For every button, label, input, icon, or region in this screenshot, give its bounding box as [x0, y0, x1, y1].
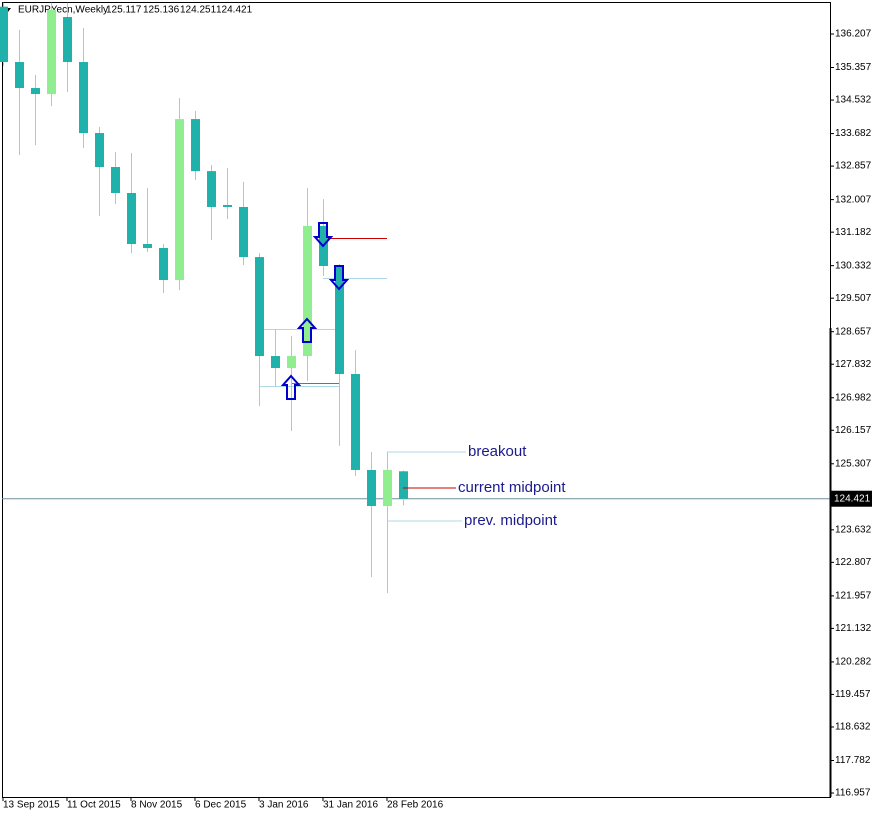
header-open: 125.117 — [106, 5, 142, 16]
up-arrow — [280, 374, 302, 400]
y-tick-label: 118.632 — [835, 722, 871, 733]
x-tick-label: 3 Jan 2016 — [259, 800, 309, 811]
candle-body — [31, 88, 40, 95]
candle-body — [351, 374, 360, 470]
candle-body — [111, 167, 120, 193]
y-tick-label: 129.507 — [835, 293, 872, 304]
header-close: 124.421 — [216, 5, 253, 16]
y-tick-label: 130.332 — [835, 260, 872, 271]
candle-body — [303, 225, 312, 357]
y-tick-label: 133.682 — [835, 128, 872, 139]
y-tick-label: 120.282 — [835, 657, 872, 668]
x-tick-label: 8 Nov 2015 — [131, 800, 183, 811]
y-tick-label: 127.832 — [835, 359, 872, 370]
annotation-label: breakout — [468, 443, 527, 460]
y-tick-label: 119.457 — [835, 689, 871, 700]
candle-body — [255, 257, 264, 357]
candle-body — [15, 62, 24, 89]
y-tick-label: 136.207 — [835, 29, 872, 40]
candle-body — [159, 247, 168, 281]
header-high: 125.136 — [143, 5, 180, 16]
x-tick-label: 11 Oct 2015 — [67, 800, 121, 811]
up-arrow — [296, 317, 318, 343]
annotation-label: prev. midpoint — [464, 512, 558, 529]
y-tick-label: 125.307 — [835, 458, 872, 469]
candle-body — [79, 62, 88, 134]
y-tick-label: 121.132 — [835, 623, 872, 634]
y-tick-label: 121.957 — [835, 591, 872, 602]
down-arrow — [328, 265, 350, 291]
x-tick-label: 31 Jan 2016 — [323, 800, 378, 811]
candle-body — [127, 192, 136, 245]
y-tick-label: 128.657 — [835, 326, 872, 337]
candle-body — [175, 119, 184, 281]
y-tick-label: 132.007 — [835, 194, 872, 205]
y-tick-label: 126.157 — [835, 425, 872, 436]
candle-body — [399, 471, 408, 499]
candle-body — [271, 356, 280, 369]
candle-body — [47, 10, 56, 95]
price-box — [831, 490, 872, 507]
x-tick-label: 13 Sep 2015 — [3, 800, 60, 811]
y-tick-label: 131.182 — [835, 227, 872, 238]
candle-body — [95, 133, 104, 168]
price-box-label: 124.421 — [834, 493, 871, 504]
candle-body — [239, 206, 248, 258]
chart-title: EURJPYecn,Weekly — [18, 5, 108, 16]
candle-body — [143, 244, 152, 248]
candle-body — [383, 469, 392, 507]
annotation-label: current midpoint — [458, 479, 566, 496]
candle-body — [0, 6, 8, 63]
down-arrow — [312, 222, 334, 248]
y-tick-label: 134.532 — [835, 95, 872, 106]
y-tick-label: 116.957 — [835, 788, 871, 799]
candle-body — [207, 171, 216, 207]
signal-arrows — [280, 222, 350, 400]
candle-body — [287, 356, 296, 369]
x-tick-label: 6 Dec 2015 — [195, 800, 247, 811]
candle-body — [63, 17, 72, 63]
y-tick-label: 117.782 — [835, 755, 871, 766]
y-tick-label: 122.807 — [835, 557, 872, 568]
candle-body — [335, 266, 344, 375]
y-tick-label: 135.357 — [835, 62, 872, 73]
candle-body — [367, 469, 376, 507]
header-low: 124.251 — [180, 5, 217, 16]
y-tick-label: 126.982 — [835, 392, 872, 403]
y-tick-label: 132.857 — [835, 161, 872, 172]
y-tick-label: 123.632 — [835, 524, 872, 535]
candle-body — [223, 205, 232, 207]
x-tick-label: 28 Feb 2016 — [387, 800, 444, 811]
candle-body — [191, 119, 200, 172]
